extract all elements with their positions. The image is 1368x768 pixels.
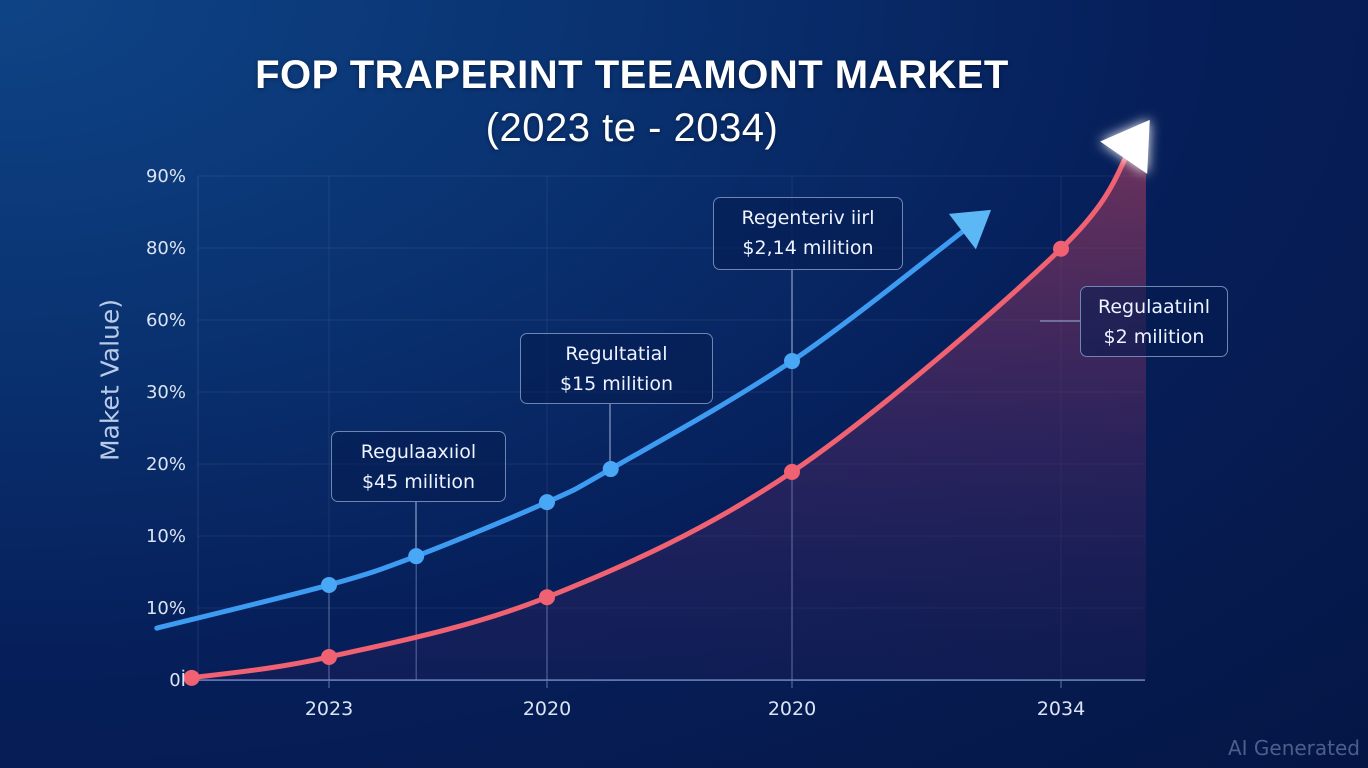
annotation-value: $2 milition (1103, 326, 1205, 348)
annotation-callout: Regulaatıinl $2 milition (1080, 286, 1228, 357)
annotation-value: $45 milition (361, 471, 476, 493)
annotation-callout: Regultatial $15 milition (520, 333, 713, 404)
y-tick-label: 10% (146, 526, 186, 547)
y-tick-label: 90% (146, 166, 186, 187)
data-point-red (183, 669, 200, 686)
arrow-head-red-icon (1100, 119, 1150, 174)
data-point-blue (539, 494, 555, 511)
x-tick-labels: 2023 2020 2020 2034 (305, 680, 1085, 720)
data-point-blue (408, 548, 425, 565)
annotation-label: Regultatial (565, 343, 668, 365)
y-tick-labels: 0İ 10% 10% 20% 30% 60% 80% 90% (146, 166, 186, 691)
x-tick-label: 2034 (1037, 698, 1085, 720)
arrow-head-blue-icon (948, 209, 992, 250)
x-tick-label: 2020 (768, 698, 816, 720)
y-tick-label: 0İ (169, 670, 186, 691)
y-tick-label: 60% (146, 310, 186, 331)
data-point-blue (321, 576, 337, 593)
annotation-label: Regenteriv iirl (741, 207, 875, 229)
y-tick-label: 30% (146, 382, 186, 403)
data-point-red (784, 463, 800, 480)
watermark: AI Generated (1227, 736, 1360, 760)
data-point-blue (602, 461, 619, 478)
annotation-callout: Regenteriv iirl $2,14 milition (713, 197, 903, 270)
data-point-blue (784, 353, 800, 370)
area-fill (191, 146, 1146, 681)
red-area (191, 146, 1146, 681)
annotation-callout: Regulaaxıiol $45 milition (331, 431, 506, 502)
x-tick-label: 2020 (523, 698, 571, 720)
y-tick-label: 80% (146, 238, 186, 259)
data-point-red (539, 589, 555, 606)
data-point-red (321, 648, 337, 665)
data-points (183, 240, 1069, 686)
x-tick-label: 2023 (305, 698, 353, 720)
y-tick-label: 20% (146, 454, 186, 475)
annotation-label: Regulaaxıiol (360, 441, 477, 463)
chart-title: FOP TRAPERINT TEEAMONT MARKET (255, 53, 1009, 97)
annotation-label: Regulaatıinl (1097, 296, 1211, 318)
data-point-red (1053, 240, 1069, 257)
y-tick-label: 10% (146, 598, 186, 619)
chart-subtitle: (2023 te - 2034) (485, 106, 779, 150)
annotation-value: $2,14 milition (742, 237, 874, 259)
annotation-value: $15 milition (559, 373, 674, 395)
